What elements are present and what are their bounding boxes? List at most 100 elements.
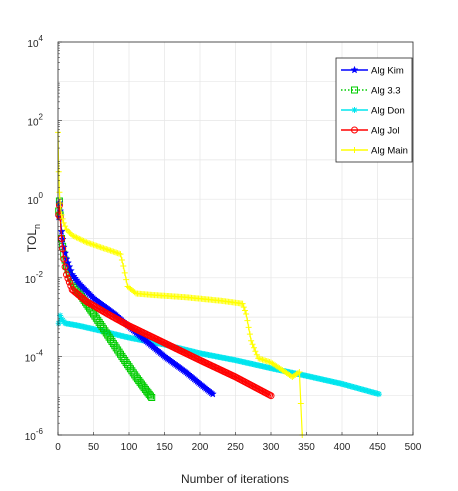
y-tick-label-exponent: -4 bbox=[36, 348, 44, 357]
legend-label: Alg Main bbox=[371, 146, 408, 157]
data-point bbox=[243, 310, 250, 317]
legend-label: Alg Kim bbox=[371, 66, 404, 77]
data-point bbox=[65, 262, 74, 271]
y-tick-label: 10-6 bbox=[25, 427, 44, 443]
data-point bbox=[239, 300, 246, 307]
data-point bbox=[248, 337, 255, 344]
y-tick-label-base: 10 bbox=[25, 432, 37, 443]
y-axis-label: TOLn bbox=[25, 224, 42, 252]
data-point bbox=[118, 257, 125, 264]
legend-entry-alg-kim: Alg Kim bbox=[341, 66, 404, 77]
x-tick-label: 100 bbox=[121, 442, 138, 453]
data-point bbox=[63, 226, 70, 233]
data-point bbox=[148, 393, 156, 401]
data-point bbox=[60, 255, 68, 263]
y-tick-label: 104 bbox=[27, 34, 43, 50]
data-point bbox=[113, 249, 120, 256]
legend-marker bbox=[351, 126, 358, 134]
data-point bbox=[79, 237, 86, 244]
data-point bbox=[59, 245, 67, 253]
data-point bbox=[146, 392, 154, 400]
y-tick-label: 10-2 bbox=[25, 270, 44, 286]
data-point bbox=[60, 219, 67, 226]
legend-marker bbox=[351, 86, 358, 94]
data-point bbox=[69, 232, 76, 239]
legend-marker bbox=[351, 107, 358, 113]
series-group bbox=[54, 129, 382, 438]
data-point bbox=[123, 276, 130, 283]
data-point bbox=[116, 250, 123, 257]
y-tick-label: 10-4 bbox=[25, 348, 44, 364]
legend: Alg Kim Alg 3.3 Alg Don Alg Jol Alg Main bbox=[335, 57, 413, 163]
data-point bbox=[80, 237, 87, 244]
data-point bbox=[72, 233, 79, 240]
data-point bbox=[111, 249, 118, 256]
data-point bbox=[121, 269, 128, 276]
data-point bbox=[241, 307, 248, 314]
data-point bbox=[252, 348, 259, 355]
legend-entry-alg-main: Alg Main bbox=[341, 146, 408, 157]
data-point bbox=[61, 263, 69, 271]
y-tick-label-base: 10 bbox=[27, 196, 39, 207]
data-point bbox=[76, 235, 83, 242]
data-point bbox=[59, 215, 66, 222]
data-point bbox=[267, 392, 275, 400]
data-point bbox=[56, 189, 63, 196]
data-point bbox=[117, 251, 124, 258]
data-point bbox=[66, 266, 75, 275]
y-tick-label: 102 bbox=[27, 113, 43, 129]
x-tick-label: 200 bbox=[192, 442, 209, 453]
axis-ticks: 0 50 100 150 200 250 300 350 400 450 50010-610-410… bbox=[25, 34, 422, 453]
data-point bbox=[114, 250, 121, 257]
series-alg-jol bbox=[55, 201, 275, 400]
x-tick-label: 400 bbox=[334, 442, 351, 453]
x-axis-label: Number of iterations bbox=[181, 472, 289, 486]
data-point bbox=[64, 274, 72, 282]
data-point bbox=[250, 344, 257, 351]
data-point bbox=[246, 331, 253, 338]
legend-label: Alg 3.3 bbox=[371, 86, 401, 97]
y-tick-label-exponent: 4 bbox=[39, 34, 44, 43]
y-tick-label-base: 10 bbox=[27, 118, 39, 129]
data-point bbox=[375, 391, 382, 398]
legend-label: Alg Don bbox=[371, 106, 405, 117]
data-point bbox=[296, 369, 303, 376]
y-tick-label-base: 10 bbox=[25, 275, 37, 286]
data-point bbox=[65, 278, 73, 286]
legend-marker bbox=[350, 65, 359, 74]
legend-marker bbox=[351, 147, 358, 153]
x-tick-label: 500 bbox=[405, 442, 422, 453]
y-tick-label: 100 bbox=[27, 191, 43, 207]
data-point bbox=[73, 234, 80, 241]
y-tick-label-exponent: 0 bbox=[39, 191, 44, 200]
data-point bbox=[62, 223, 69, 230]
x-tick-label: 300 bbox=[263, 442, 280, 453]
y-tick-label-base: 10 bbox=[27, 39, 39, 50]
data-point bbox=[297, 400, 304, 407]
data-point bbox=[81, 238, 88, 245]
y-tick-label-exponent: -2 bbox=[36, 270, 44, 279]
y-axis-label-subscript: n bbox=[32, 224, 42, 229]
x-tick-label: 150 bbox=[156, 442, 173, 453]
data-point bbox=[63, 271, 71, 279]
y-tick-label-base: 10 bbox=[25, 353, 37, 364]
data-point bbox=[66, 229, 73, 236]
legend-entry-alg-jol: Alg Jol bbox=[341, 126, 400, 137]
data-point bbox=[55, 201, 63, 209]
data-point bbox=[64, 227, 71, 234]
data-point bbox=[208, 389, 217, 398]
x-tick-label: 0 bbox=[55, 442, 61, 453]
data-point bbox=[120, 262, 127, 269]
data-point bbox=[77, 236, 84, 243]
data-point bbox=[245, 324, 252, 331]
data-point bbox=[240, 304, 247, 311]
data-point bbox=[131, 289, 138, 296]
x-tick-label: 350 bbox=[298, 442, 315, 453]
x-tick-label: 450 bbox=[369, 442, 386, 453]
data-point bbox=[74, 235, 81, 242]
series-alg-main bbox=[55, 129, 306, 438]
data-point bbox=[249, 341, 256, 348]
data-point bbox=[58, 235, 66, 242]
legend-entry-alg-3-3: Alg 3.3 bbox=[341, 86, 401, 97]
